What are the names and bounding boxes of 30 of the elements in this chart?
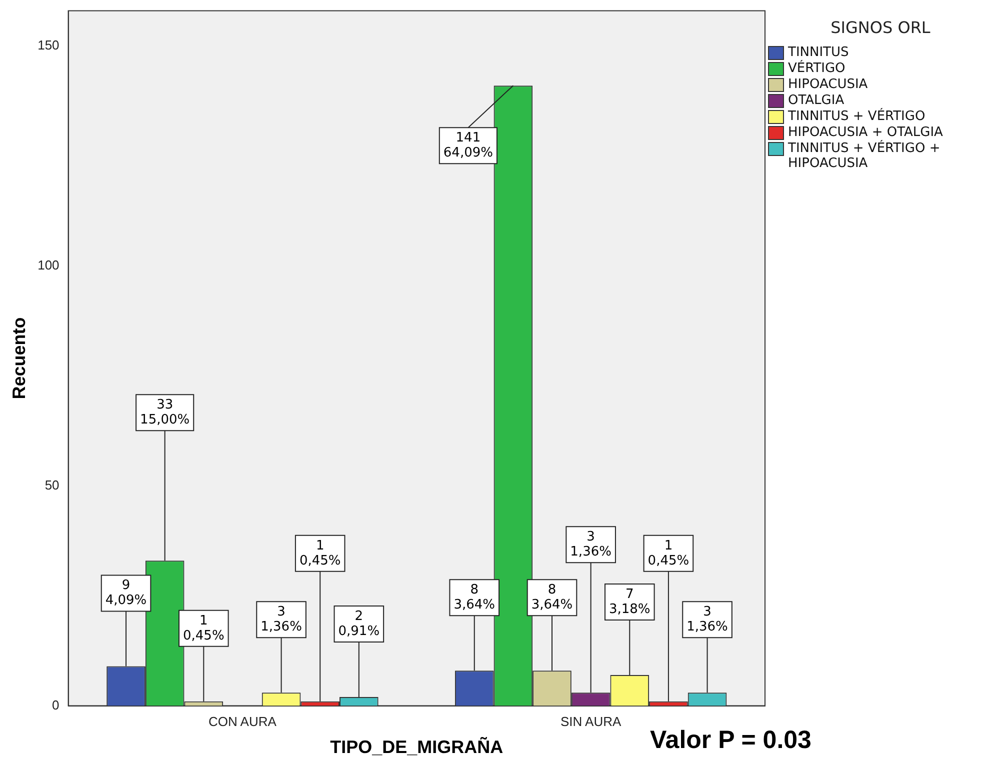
data-label: 8 3,64% [454,582,496,612]
legend-label: TINNITUS + VÉRTIGO + HIPOACUSIA [788,141,942,171]
y-axis-title: Recuento [8,317,29,400]
data-label: 3 1,36% [686,604,728,634]
data-label: 33 15,00% [140,398,190,428]
data-label: 3 1,36% [570,529,612,560]
data-label: 7 3,18% [608,586,650,617]
y-tick-label: 50 [44,477,60,492]
x-tick-label: SIN AURA [560,714,622,730]
data-label: 8 3,64% [531,582,573,612]
data-label: 1 0,45% [299,538,341,568]
legend-label: HIPOACUSIA [788,77,869,92]
data-label: 141 64,09% [443,130,493,160]
x-axis-title: TIPO_DE_MIGRAÑA [330,736,504,758]
legend-label: HIPOACUSIA + OTALGIA [788,125,944,140]
data-label: 9 4,09% [105,578,147,608]
y-tick-label: 100 [38,258,60,273]
text: Valor P = 0.03 [650,726,812,755]
data-label: 3 1,36% [260,604,302,634]
legend-label: TINNITUS [788,45,850,60]
data-label: 2 0,91% [338,608,380,639]
data-label: 1 0,45% [648,538,690,568]
legend-title: SIGNOS ORL [830,18,932,37]
legend-label: TINNITUS + VÉRTIGO [788,109,926,124]
y-tick-label: 150 [38,38,60,53]
legend-label: VÉRTIGO [788,61,846,76]
data-label: 1 0,45% [182,613,224,644]
legend-label: OTALGIA [788,93,846,108]
y-tick-label: 0 [52,697,60,712]
x-tick-label: CON AURA [208,714,277,730]
